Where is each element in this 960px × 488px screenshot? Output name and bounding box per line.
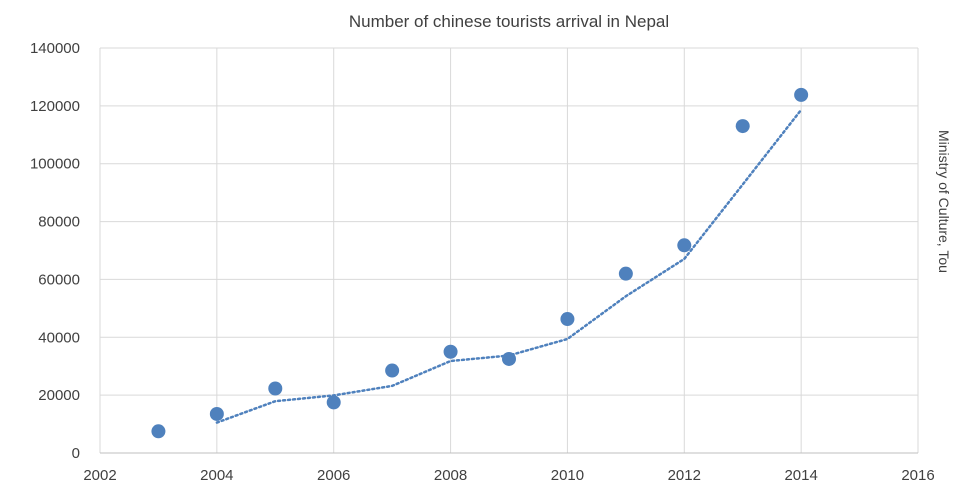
data-point [209, 406, 224, 421]
data-point [151, 424, 166, 439]
x-tick-label: 2010 [551, 467, 584, 484]
y-tick-label: 100000 [30, 156, 80, 173]
data-point [268, 381, 283, 396]
trendline [215, 108, 803, 424]
y-tick-label: 20000 [38, 387, 80, 404]
x-tick-label: 2004 [200, 467, 233, 484]
data-point [502, 351, 516, 366]
data-point [326, 395, 341, 410]
y-tick-label: 40000 [38, 329, 80, 346]
chart-title: Number of chinese tourists arrival in Ne… [348, 12, 670, 31]
x-tick-label: 2016 [901, 467, 934, 484]
data-point [618, 266, 633, 281]
y-tick-label: 120000 [30, 98, 80, 115]
x-tick-label: 2008 [434, 467, 467, 484]
data-point [677, 238, 692, 253]
x-tick-label: 2012 [668, 467, 701, 484]
data-point [735, 119, 750, 134]
y-tick-label: 0 [72, 445, 80, 462]
y-tick-label: 140000 [30, 40, 80, 57]
x-tick-label: 2006 [317, 467, 350, 484]
data-point [560, 312, 575, 327]
x-tick-label: 2002 [83, 467, 116, 484]
y-tick-label: 80000 [38, 214, 80, 231]
data-point [443, 344, 458, 359]
data-point [385, 363, 400, 378]
y-tick-label: 60000 [38, 271, 80, 288]
x-tick-label: 2014 [784, 467, 817, 484]
data-point [794, 87, 809, 102]
